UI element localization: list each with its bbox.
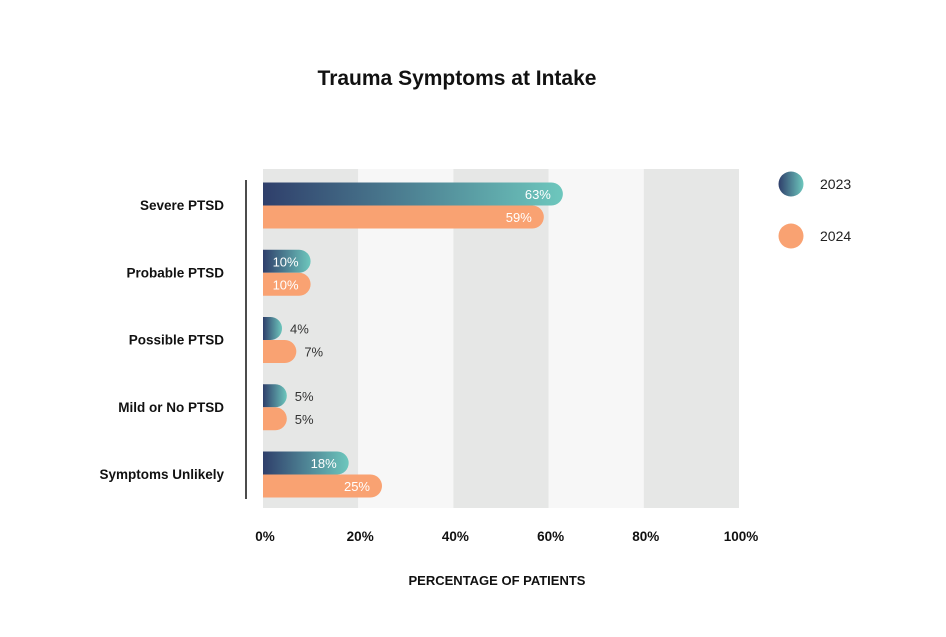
bar-2023-severe-ptsd bbox=[263, 182, 563, 206]
category-label-possible-ptsd: Possible PTSD bbox=[129, 333, 225, 348]
value-label-2024-probable-ptsd: 10% bbox=[273, 277, 299, 292]
category-label-severe-ptsd: Severe PTSD bbox=[140, 198, 224, 213]
x-tick-label-60: 60% bbox=[537, 529, 564, 544]
bar-2024-severe-ptsd bbox=[263, 205, 544, 229]
x-tick-label-40: 40% bbox=[442, 529, 469, 544]
bar-2024-mild-or-no-ptsd bbox=[263, 407, 287, 431]
value-label-2023-symptoms-unlikely: 18% bbox=[311, 456, 337, 471]
x-tick-label-0: 0% bbox=[255, 529, 275, 544]
legend-swatch-2024 bbox=[778, 223, 804, 249]
bar-2023-symptoms-unlikely bbox=[263, 451, 349, 475]
value-label-2023-possible-ptsd: 4% bbox=[290, 322, 309, 337]
bar-2024-symptoms-unlikely bbox=[263, 474, 382, 498]
value-label-2023-mild-or-no-ptsd: 5% bbox=[295, 389, 314, 404]
x-tick-label-20: 20% bbox=[347, 529, 374, 544]
chart-title: Trauma Symptoms at Intake bbox=[318, 67, 597, 90]
value-label-2023-probable-ptsd: 10% bbox=[273, 254, 299, 269]
legend-label-2024: 2024 bbox=[820, 228, 851, 244]
bar-2023-probable-ptsd bbox=[263, 249, 311, 273]
legend-swatch-2023 bbox=[778, 171, 804, 197]
value-label-2024-symptoms-unlikely: 25% bbox=[344, 479, 370, 494]
grid-band-4 bbox=[643, 169, 739, 508]
value-label-2024-severe-ptsd: 59% bbox=[506, 210, 532, 225]
value-label-2023-severe-ptsd: 63% bbox=[525, 187, 551, 202]
legend-label-2023: 2023 bbox=[820, 176, 851, 192]
category-labels: Severe PTSD Probable PTSD Possible PTSD Mil… bbox=[99, 198, 224, 482]
x-tick-labels: 0% 20% 40% 60% 80% 100% bbox=[255, 529, 758, 544]
category-label-mild-or-no-ptsd: Mild or No PTSD bbox=[118, 400, 224, 415]
bars: 63% 59% 10% 10% 4% 7% 5% 5% 18% 25% bbox=[263, 182, 563, 498]
legend: 2023 2024 bbox=[778, 171, 851, 249]
value-label-2024-mild-or-no-ptsd: 5% bbox=[295, 412, 314, 427]
x-tick-label-80: 80% bbox=[632, 529, 659, 544]
category-label-probable-ptsd: Probable PTSD bbox=[126, 265, 224, 280]
bar-2023-mild-or-no-ptsd bbox=[263, 384, 287, 408]
x-tick-label-100: 100% bbox=[724, 529, 759, 544]
category-label-symptoms-unlikely: Symptoms Unlikely bbox=[99, 467, 224, 482]
bar-2024-probable-ptsd bbox=[263, 272, 311, 296]
bar-2024-possible-ptsd bbox=[263, 340, 297, 363]
value-label-2024-possible-ptsd: 7% bbox=[304, 345, 323, 360]
bar-2023-possible-ptsd bbox=[263, 317, 283, 340]
grid-band-3 bbox=[548, 169, 644, 508]
x-axis-title: PERCENTAGE OF PATIENTS bbox=[409, 573, 586, 588]
